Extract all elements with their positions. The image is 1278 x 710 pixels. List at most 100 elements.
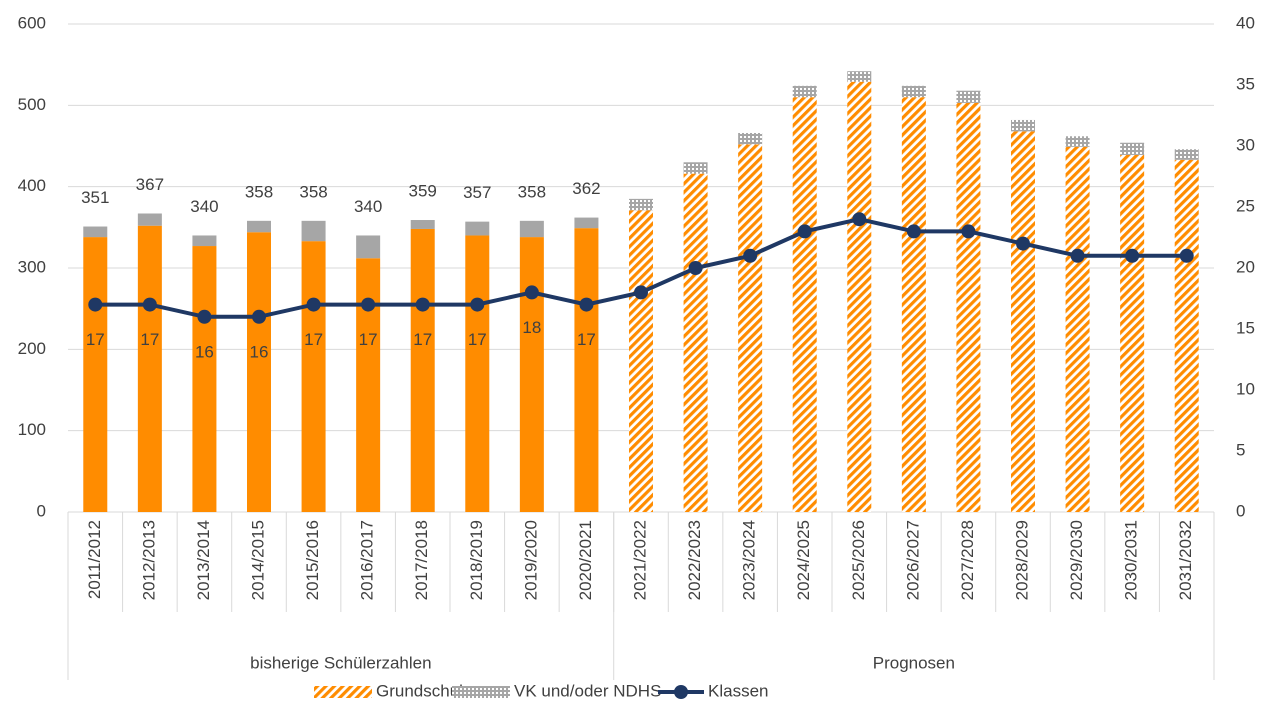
bar <box>956 102 981 512</box>
y2-tick-label: 5 <box>1236 440 1245 459</box>
marker <box>252 309 266 324</box>
marker <box>688 261 703 275</box>
total-label: 358 <box>518 182 546 201</box>
group-label: Prognosen <box>873 653 955 672</box>
x-tick-label: 2017/2018 <box>412 520 431 600</box>
bar <box>1011 119 1035 132</box>
total-label: 358 <box>245 182 273 201</box>
x-tick-label: 2029/2030 <box>1067 520 1086 600</box>
marker <box>1179 248 1194 263</box>
y2-tick-label: 20 <box>1236 257 1255 276</box>
bar <box>192 235 217 247</box>
x-tick-label: 2031/2032 <box>1176 520 1195 600</box>
bar <box>629 198 653 211</box>
y-tick-label: 0 <box>37 501 46 520</box>
x-tick-label: 2016/2017 <box>358 520 377 600</box>
bar <box>1120 142 1145 155</box>
bar <box>137 213 162 226</box>
x-tick-label: 2013/2014 <box>194 520 213 600</box>
bar <box>301 220 326 242</box>
marker <box>306 297 321 312</box>
bar <box>465 235 490 512</box>
x-tick-label: 2012/2013 <box>139 520 158 600</box>
total-label: 357 <box>463 183 491 202</box>
total-label: 362 <box>572 179 600 198</box>
total-label: 367 <box>136 175 164 194</box>
legend-label: Grundschule <box>376 681 472 700</box>
bar <box>465 221 490 236</box>
data-label: 18 <box>522 318 541 337</box>
total-label: 340 <box>190 197 218 216</box>
y-tick-label: 600 <box>18 13 46 32</box>
x-tick-label: 2028/2029 <box>1012 520 1031 600</box>
x-tick-label: 2026/2027 <box>903 520 922 600</box>
bar <box>847 71 872 82</box>
bar <box>192 246 217 513</box>
bar <box>738 132 763 145</box>
data-label: 17 <box>359 330 378 349</box>
y-tick-label: 100 <box>18 420 46 439</box>
marker <box>797 224 812 239</box>
x-tick-label: 2024/2025 <box>794 520 813 600</box>
bar <box>1065 146 1090 512</box>
bar <box>738 144 763 512</box>
bar <box>956 90 981 103</box>
marker <box>961 224 976 239</box>
y2-tick-label: 15 <box>1236 318 1255 337</box>
bar <box>356 258 381 512</box>
marker <box>1070 248 1085 263</box>
legend-swatch <box>314 686 372 698</box>
total-label: 340 <box>354 197 382 216</box>
x-tick-label: 2022/2023 <box>685 520 704 600</box>
y-tick-label: 300 <box>18 257 46 276</box>
data-label: 17 <box>140 330 159 349</box>
total-label: 358 <box>299 182 327 201</box>
bar <box>847 81 872 512</box>
data-label: 17 <box>468 330 487 349</box>
bar <box>683 162 708 174</box>
bar <box>901 97 926 512</box>
y-tick-label: 500 <box>18 95 46 114</box>
data-label: 17 <box>86 330 105 349</box>
x-tick-label: 2021/2022 <box>630 520 649 600</box>
bar <box>356 235 381 259</box>
marker <box>197 309 212 324</box>
marker <box>634 285 648 300</box>
x-tick-label: 2030/2031 <box>1122 520 1141 600</box>
bar <box>410 220 435 229</box>
marker <box>743 248 758 263</box>
y2-tick-label: 0 <box>1236 501 1245 520</box>
x-tick-label: 2020/2021 <box>576 520 595 600</box>
y2-tick-label: 40 <box>1236 13 1255 32</box>
bar <box>519 220 544 238</box>
y2-tick-label: 25 <box>1236 196 1255 215</box>
y2-tick-label: 30 <box>1236 135 1255 154</box>
legend-label: VK und/oder NDHS <box>514 681 661 700</box>
marker <box>524 285 539 300</box>
x-tick-label: 2027/2028 <box>958 520 977 600</box>
data-label: 16 <box>195 342 214 361</box>
bar <box>247 232 271 513</box>
marker <box>415 297 430 312</box>
bar <box>301 241 326 512</box>
legend-marker <box>674 685 688 699</box>
bar <box>1011 131 1035 513</box>
x-tick-label: 2018/2019 <box>467 520 486 600</box>
y2-tick-label: 35 <box>1236 74 1255 93</box>
marker <box>142 297 157 312</box>
y-tick-label: 400 <box>18 176 46 195</box>
bar <box>792 85 817 98</box>
bar <box>683 173 708 513</box>
bar <box>519 237 544 513</box>
legend-label: Klassen <box>708 681 768 700</box>
bar <box>1174 159 1199 512</box>
marker <box>1125 248 1140 263</box>
bar <box>410 228 435 512</box>
x-tick-label: 2014/2015 <box>248 520 267 600</box>
total-label: 351 <box>81 188 109 207</box>
bar <box>1065 136 1090 147</box>
group-label: bisherige Schülerzahlen <box>250 653 431 672</box>
legend-swatch <box>452 686 510 698</box>
data-label: 17 <box>577 330 596 349</box>
y-tick-label: 200 <box>18 339 46 358</box>
